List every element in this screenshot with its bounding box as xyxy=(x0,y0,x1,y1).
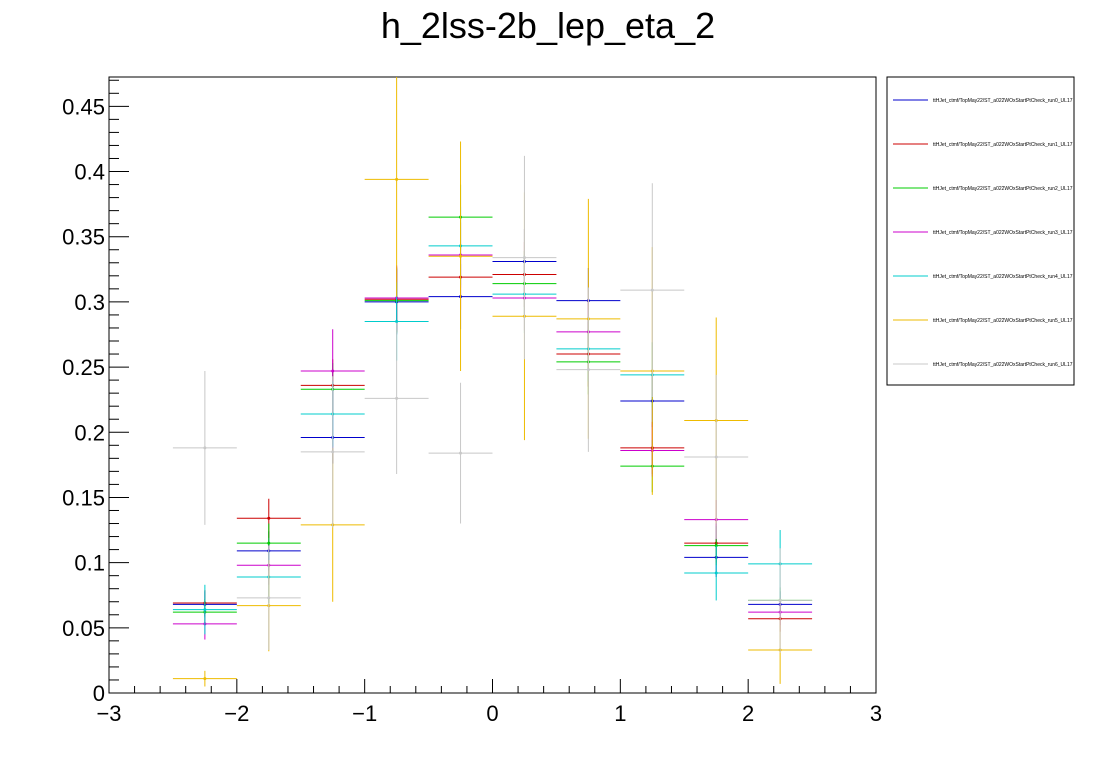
series-6 xyxy=(172,155,813,653)
data-point xyxy=(492,155,557,360)
chart-title: h_2lss-2b_lep_eta_2 xyxy=(381,5,715,46)
legend-item: ttHJet_ctmf/TopMay22/ST_a022WOxStartPtCh… xyxy=(893,318,1073,324)
legend-label: ttHJet_ctmf/TopMay22/ST_a022WOxStartPtCh… xyxy=(933,230,1073,236)
x-tick-label: 1 xyxy=(614,701,626,726)
legend-item: ttHJet_ctmf/TopMay22/ST_a022WOxStartPtCh… xyxy=(893,362,1073,368)
data-point xyxy=(236,545,301,650)
legend-label: ttHJet_ctmf/TopMay22/ST_a022WOxStartPtCh… xyxy=(933,318,1073,324)
legend-label: ttHJet_ctmf/TopMay22/ST_a022WOxStartPtCh… xyxy=(933,274,1073,280)
data-point xyxy=(748,548,813,653)
legend-label: ttHJet_ctmf/TopMay22/ST_a022WOxStartPtCh… xyxy=(933,362,1073,368)
point-marker xyxy=(459,451,463,455)
data-point xyxy=(172,584,237,635)
x-axis-tick-labels: −3 −2 −1 0 1 2 3 xyxy=(96,701,882,726)
legend-item: ttHJet_ctmf/TopMay22/ST_a022WOxStartPtCh… xyxy=(893,98,1073,104)
data-point xyxy=(172,370,237,525)
axis-ticks xyxy=(108,79,877,694)
x-tick-label: −2 xyxy=(224,701,249,726)
data-point xyxy=(684,374,749,540)
y-axis-tick-labels: 0 0.05 0.1 0.15 0.2 0.25 0.3 0.35 0.4 0.45 xyxy=(62,94,105,706)
data-point xyxy=(364,77,429,297)
x-tick-label: 0 xyxy=(486,701,498,726)
point-marker xyxy=(203,446,207,450)
point-marker xyxy=(331,369,335,373)
point-marker xyxy=(714,455,718,459)
point-marker xyxy=(267,516,271,520)
data-point xyxy=(620,183,685,398)
point-marker xyxy=(267,541,271,545)
point-marker xyxy=(395,396,399,400)
point-marker xyxy=(267,596,271,600)
x-tick-label: −3 xyxy=(96,701,121,726)
point-marker xyxy=(714,571,718,575)
y-tick-label: 0.3 xyxy=(74,290,105,315)
legend-box xyxy=(886,76,1075,386)
data-point xyxy=(364,322,429,474)
series-layer xyxy=(172,77,813,687)
legend-label: ttHJet_ctmf/TopMay22/ST_a022WOxStartPtCh… xyxy=(933,98,1073,104)
legend-item: ttHJet_ctmf/TopMay22/ST_a022WOxStartPtCh… xyxy=(893,230,1073,236)
x-tick-label: 2 xyxy=(742,701,754,726)
data-point xyxy=(300,376,365,528)
point-marker xyxy=(203,677,207,681)
y-tick-label: 0.1 xyxy=(74,551,105,576)
y-tick-label: 0.35 xyxy=(62,225,105,250)
legend-item: ttHJet_ctmf/TopMay22/ST_a022WOxStartPtCh… xyxy=(893,186,1073,192)
point-marker xyxy=(459,254,463,258)
data-point xyxy=(428,382,493,524)
point-marker xyxy=(203,608,207,612)
y-tick-label: 0.2 xyxy=(74,420,105,445)
x-tick-label: −1 xyxy=(352,701,377,726)
y-tick-label: 0.45 xyxy=(62,94,105,119)
x-tick-label: 3 xyxy=(870,701,882,726)
legend-label: ttHJet_ctmf/TopMay22/ST_a022WOxStartPtCh… xyxy=(933,142,1073,148)
point-marker xyxy=(778,598,782,602)
data-point xyxy=(684,545,749,601)
data-point xyxy=(172,670,237,687)
legend-item: ttHJet_ctmf/TopMay22/ST_a022WOxStartPtCh… xyxy=(893,142,1073,148)
y-tick-label: 0.15 xyxy=(62,485,105,510)
legend: ttHJet_ctmf/TopMay22/ST_a022WOxStartPtCh… xyxy=(886,76,1075,386)
legend-item: ttHJet_ctmf/TopMay22/ST_a022WOxStartPtCh… xyxy=(893,274,1073,280)
point-marker xyxy=(650,288,654,292)
point-marker xyxy=(522,256,526,260)
point-marker xyxy=(395,177,399,181)
y-tick-label: 0.25 xyxy=(62,355,105,380)
y-tick-label: 0.4 xyxy=(74,160,105,185)
data-point xyxy=(556,287,621,452)
point-marker xyxy=(395,319,399,323)
data-point xyxy=(428,141,493,371)
point-marker xyxy=(586,368,590,372)
y-tick-label: 0.05 xyxy=(62,616,105,641)
legend-label: ttHJet_ctmf/TopMay22/ST_a022WOxStartPtCh… xyxy=(933,186,1073,192)
y-tick-label: 0 xyxy=(93,681,105,706)
point-marker xyxy=(331,450,335,454)
